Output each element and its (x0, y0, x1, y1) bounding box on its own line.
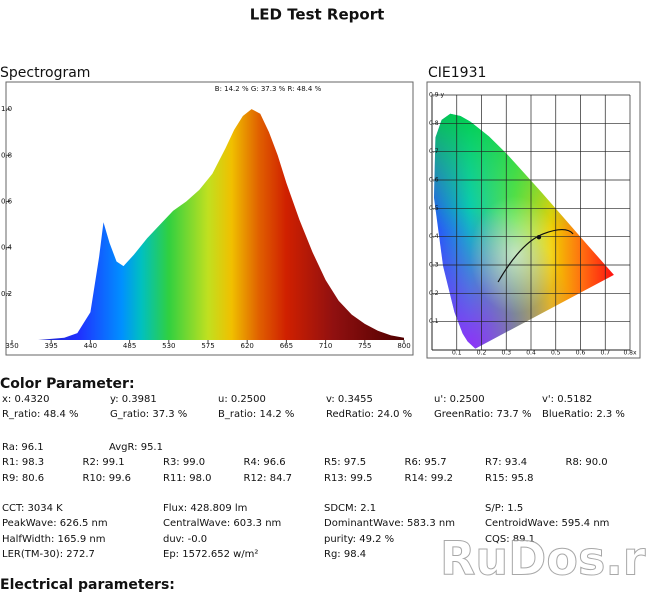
x-tick-label: 0.3 (501, 350, 511, 357)
cie-frame (426, 81, 641, 359)
parameter: R1: 98.3 (2, 457, 44, 468)
x-tick-label: 0.5 (551, 350, 561, 357)
x-tick-label: 0.6 (576, 350, 586, 357)
gamut-shape (433, 113, 614, 349)
cie-title: CIE1931 (428, 65, 486, 81)
parameter: v': 0.5182 (542, 394, 592, 405)
x-tick-label: 440 (84, 342, 97, 350)
x-tick-label: 0.7 (600, 350, 610, 357)
y-tick-label: 0.4 (1, 244, 13, 252)
cie-plot: 0.1 0.2 0.3 0.4 0.5 0.6 0.7 0.8x 0.1 0.2 0.3 0.4 0.5… (429, 92, 637, 357)
y-tick-label: 0.2 (429, 290, 439, 297)
parameter: LER(TM-30): 272.7 (2, 549, 95, 560)
x-tick-label: 0.8x (623, 350, 637, 357)
parameter: GreenRatio: 73.7 % (434, 409, 531, 420)
y-tick-label: 0.4 (429, 233, 439, 240)
parameter: duv: -0.0 (163, 534, 207, 545)
x-tick-label: 530 (162, 342, 175, 350)
y-tick-label: 0.1 (429, 318, 439, 325)
parameter: SDCM: 2.1 (324, 503, 376, 514)
parameter: R3: 99.0 (163, 457, 205, 468)
y-tick-label: 0.8 (1, 151, 12, 159)
chromaticity-point (536, 235, 542, 240)
x-tick-label: 665 (280, 342, 293, 350)
parameter: R6: 95.7 (405, 457, 447, 468)
parameter: DominantWave: 583.3 nm (324, 518, 455, 529)
y-tick-label: 0.3 (429, 262, 439, 269)
parameter: R14: 99.2 (405, 473, 454, 484)
x-tick-label: 755 (358, 342, 371, 350)
section-heading: Color Parameter: (0, 376, 135, 392)
parameter: CentralWave: 603.3 nm (163, 518, 281, 529)
parameter: CQS: 89.1 (485, 534, 535, 545)
y-tick-label: 0.7 (429, 148, 439, 155)
section-heading: Electrical parameters: (0, 577, 175, 593)
spectrogram-frame (5, 81, 414, 356)
x-tick-label: 575 (201, 342, 214, 350)
y-tick-label: 0.2 (1, 290, 12, 298)
y-tick-label: 0.5 (429, 205, 439, 212)
parameter: R11: 98.0 (163, 473, 212, 484)
parameter: B_ratio: 14.2 % (218, 409, 294, 420)
parameter: R9: 80.6 (2, 473, 44, 484)
parameter: RedRatio: 24.0 % (326, 409, 412, 420)
x-tick-label: 395 (45, 342, 58, 350)
parameters: Color Parameter: x: 0.4320 y: 0.3981 u: 0.2… (0, 376, 625, 593)
parameter: R8: 90.0 (566, 457, 608, 468)
parameter: R2: 99.1 (83, 457, 125, 468)
y-tick-label: 0.8 (429, 120, 439, 127)
report-title: LED Test Report (250, 6, 385, 24)
spectrogram-title: Spectrogram (0, 65, 90, 81)
spectrogram-plot: 350 395 440 485 530 575 620 665 710 755 800 0.2 0.4 0… (1, 105, 411, 350)
parameter: R10: 99.6 (83, 473, 132, 484)
parameter: S/P: 1.5 (485, 503, 523, 514)
parameter: CentroidWave: 595.4 nm (485, 518, 609, 529)
parameter: u': 0.2500 (434, 394, 485, 405)
parameter: Ra: 96.1 (2, 442, 44, 453)
parameter: R_ratio: 48.4 % (2, 409, 79, 420)
parameter: BlueRatio: 2.3 % (542, 409, 625, 420)
parameter: Rg: 98.4 (324, 549, 366, 560)
parameter: AvgR: 95.1 (109, 442, 163, 453)
parameter: x: 0.4320 (2, 394, 49, 405)
x-tick-label: 0.2 (477, 350, 487, 357)
parameter: u: 0.2500 (218, 394, 266, 405)
x-tick-label: 710 (319, 342, 332, 350)
parameter: R15: 95.8 (485, 473, 534, 484)
x-tick-label: 0.1 (452, 350, 462, 357)
ratio-note: B: 14.2 % G: 37.3 % R: 48.4 % (215, 85, 322, 93)
y-tick-label: 0.6 (429, 177, 439, 184)
y-tick-label: 1.0 (1, 105, 12, 113)
parameter: Flux: 428.809 lm (163, 503, 247, 514)
x-tick-label: 0.4 (526, 350, 536, 357)
parameter: y: 0.3981 (110, 394, 157, 405)
parameter: R4: 96.6 (244, 457, 286, 468)
parameter: CCT: 3034 K (2, 503, 63, 514)
parameter: Ep: 1572.652 w/m² (163, 549, 258, 560)
parameter: HalfWidth: 165.9 nm (2, 534, 105, 545)
parameter: v: 0.3455 (326, 394, 373, 405)
y-tick-label: 0.9 y (429, 92, 444, 99)
x-tick-label: 620 (241, 342, 254, 350)
watermark: RuDos.ru (440, 532, 647, 586)
parameter: G_ratio: 37.3 % (110, 409, 187, 420)
y-tick-label: 0.6 (1, 197, 13, 205)
x-tick-label: 350 (5, 342, 18, 350)
parameter: R12: 84.7 (244, 473, 293, 484)
parameter: purity: 49.2 % (324, 534, 394, 545)
planckian-locus (497, 228, 574, 283)
parameter: R5: 97.5 (324, 457, 366, 468)
parameter: R13: 99.5 (324, 473, 373, 484)
parameter: PeakWave: 626.5 nm (2, 518, 108, 529)
x-tick-label: 800 (397, 342, 410, 350)
x-tick-label: 485 (123, 342, 136, 350)
spectrum-area (12, 109, 404, 340)
parameter: R7: 93.4 (485, 457, 527, 468)
